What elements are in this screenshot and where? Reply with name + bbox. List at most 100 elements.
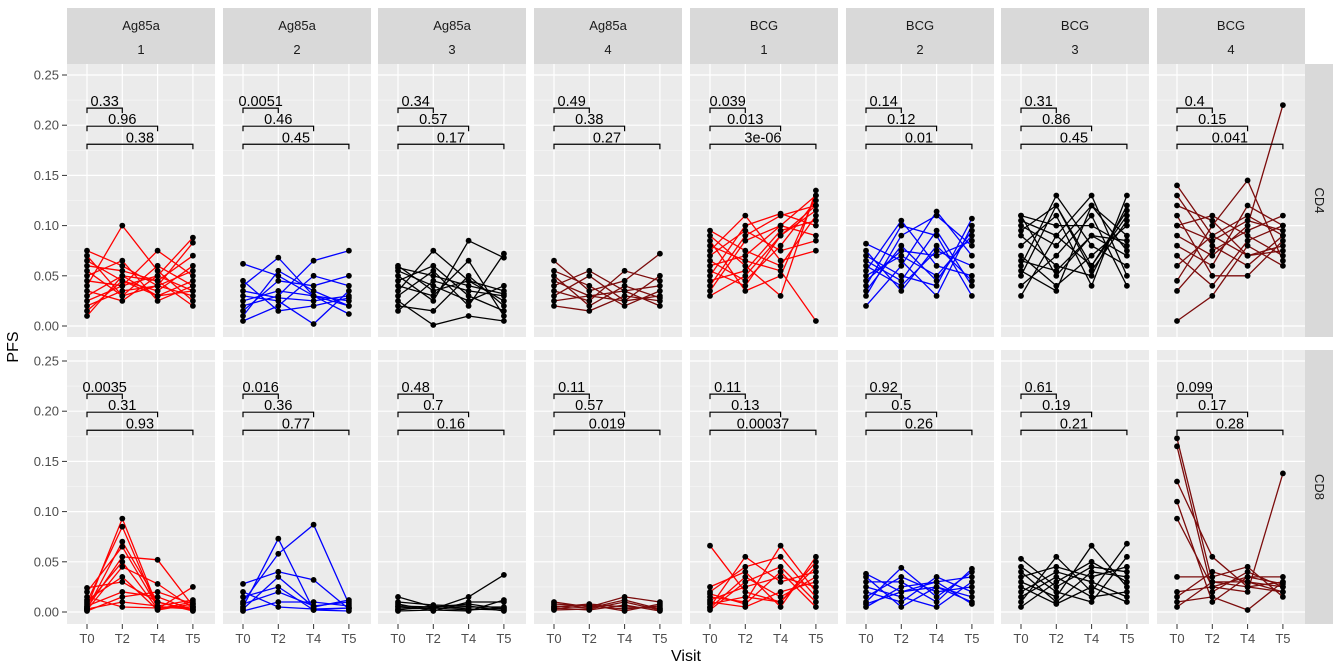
comparison-bracket [553, 107, 590, 114]
data-point [933, 208, 940, 215]
data-point [275, 550, 282, 557]
data-point [346, 272, 352, 279]
data-point [1088, 282, 1095, 289]
data-point [1124, 252, 1130, 259]
series-line [397, 253, 505, 307]
data-point [742, 267, 749, 274]
data-point [586, 602, 593, 608]
data-point [933, 589, 940, 595]
data-point [969, 262, 975, 269]
data-point [119, 579, 126, 585]
data-point [1088, 262, 1095, 269]
row-strip-background [1305, 350, 1333, 624]
data-point [586, 298, 593, 304]
data-point [813, 247, 819, 254]
data-point [1124, 262, 1130, 269]
data-point [1124, 568, 1130, 575]
data-point [465, 303, 472, 309]
data-point [275, 535, 282, 542]
data-point [933, 212, 940, 219]
p-value-label: 0.01 [905, 130, 933, 146]
data-point [777, 227, 784, 234]
p-value-label: 0.86 [1042, 112, 1070, 128]
data-point [621, 303, 628, 309]
panel: 0.0051 0.46 0.45 [223, 64, 371, 337]
data-point [621, 267, 628, 274]
data-point [346, 599, 352, 605]
data-point [742, 589, 749, 595]
data-point [1174, 604, 1180, 610]
data-point [1018, 563, 1024, 570]
data-point [501, 250, 507, 257]
data-point [969, 222, 975, 229]
data-point [84, 247, 90, 254]
data-point [1124, 574, 1130, 580]
p-value-label: 0.28 [1216, 416, 1244, 432]
comparison-bracket [1176, 125, 1249, 132]
data-point [430, 262, 437, 269]
data-point [1053, 288, 1060, 294]
data-point [1174, 435, 1180, 442]
data-point [813, 318, 819, 324]
data-point [707, 288, 713, 294]
data-point [84, 272, 90, 279]
data-point [154, 581, 161, 587]
row-strip-label: CD8 [1312, 474, 1327, 500]
data-point [813, 563, 819, 570]
data-point [657, 295, 663, 301]
data-point [1088, 222, 1095, 229]
data-point [1280, 242, 1286, 249]
data-point [310, 577, 317, 583]
strip-label-group: 1 [137, 42, 144, 57]
comparison-bracket [86, 143, 194, 150]
p-value-label: 0.34 [402, 94, 430, 110]
data-point [1244, 222, 1251, 229]
data-point [586, 267, 593, 274]
strip-label-vaccine: BCG [906, 18, 934, 33]
data-point [1244, 252, 1251, 259]
data-point [346, 311, 352, 317]
data-point [84, 262, 90, 269]
data-point [1088, 267, 1095, 274]
strip-label-vaccine: Ag85a [122, 18, 160, 33]
panel-background [223, 350, 371, 624]
data-point [657, 282, 663, 289]
y-tick-label: 0.20 [34, 118, 59, 133]
data-point [310, 603, 317, 609]
panel-background [1157, 350, 1305, 624]
data-point [777, 232, 784, 239]
p-value-label: 0.4 [1185, 94, 1205, 110]
data-point [1053, 574, 1060, 580]
data-point [813, 222, 819, 229]
data-point [742, 277, 749, 284]
data-point [1124, 207, 1130, 214]
data-point [154, 282, 161, 289]
data-point [933, 242, 940, 249]
data-point [190, 272, 196, 279]
data-point [1088, 242, 1095, 249]
data-point [1280, 594, 1286, 600]
data-point [1088, 192, 1095, 199]
data-point [1174, 594, 1180, 600]
data-point [1018, 272, 1024, 279]
data-point [813, 187, 819, 194]
comparison-bracket [397, 393, 434, 400]
data-point [119, 553, 126, 560]
data-point [933, 579, 940, 585]
data-point [863, 589, 869, 595]
data-point [119, 523, 126, 530]
data-point [1053, 192, 1060, 199]
data-point [430, 272, 437, 279]
series-line [1020, 214, 1128, 247]
x-tick-label: T4 [929, 631, 944, 646]
data-point [1209, 252, 1216, 259]
data-point [742, 232, 749, 239]
data-point [813, 589, 819, 595]
data-point [154, 262, 161, 269]
data-point [707, 232, 713, 239]
data-point [621, 602, 628, 608]
data-point [395, 272, 401, 279]
data-point [275, 293, 282, 299]
data-point [1209, 568, 1216, 575]
data-point [863, 579, 869, 585]
